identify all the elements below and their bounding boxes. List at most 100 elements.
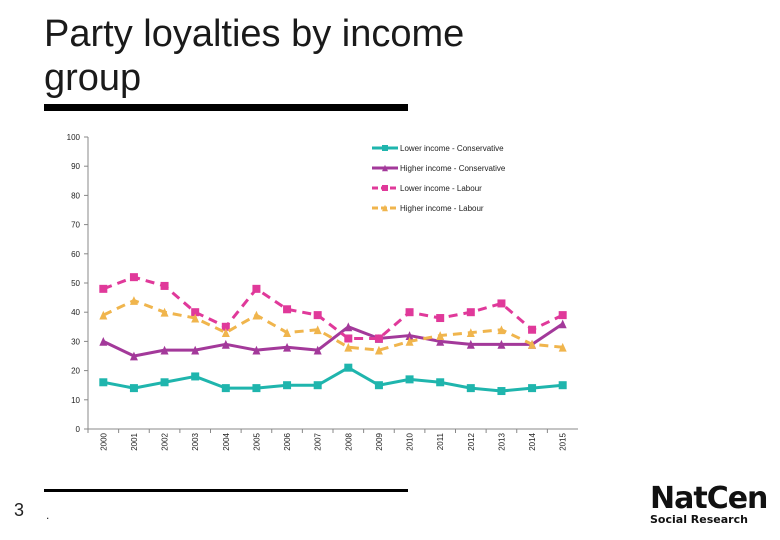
data-point [129,296,138,305]
x-tick-label: 2003 [191,432,200,450]
y-tick-label: 60 [71,250,80,259]
data-point [160,307,169,317]
y-tick-label: 90 [71,162,80,171]
legend-marker [382,185,388,191]
data-point [558,311,567,320]
data-point [129,351,138,361]
data-point [221,339,230,349]
data-point [221,384,230,393]
data-point [252,284,261,293]
y-tick-label: 30 [71,337,80,346]
slide-title: Party loyalties by income group [44,13,465,99]
data-point [497,325,506,335]
natcen-logo: NatCen Social Research [650,481,768,526]
data-point [436,314,445,323]
legend-marker [382,145,388,151]
x-tick-label: 2009 [375,432,384,450]
data-point [283,342,292,352]
chart-axes: 0 10 20 30 40 50 60 70 80 90 100 2000 2001 2002 2003 20… [67,133,578,451]
data-point [466,339,475,349]
legend-label: Lower income - Conservative [400,144,504,153]
y-tick-label: 80 [71,191,80,200]
x-tick-label: 2015 [559,432,568,450]
data-point [558,381,567,390]
data-point [283,305,292,314]
x-tick-label: 2001 [130,432,139,450]
data-point [99,378,108,387]
logo-sub-text: Social Research [650,513,748,526]
data-point [252,310,261,320]
data-point [252,345,261,355]
logo-main-text: NatCen [650,481,768,516]
data-point [129,273,138,282]
data-point [191,308,200,317]
x-tick-label: 2002 [161,432,170,450]
data-point [466,308,475,317]
data-point [160,345,169,355]
data-point [283,328,292,338]
x-tick-label: 2004 [222,432,231,450]
data-point [99,310,108,320]
data-point [99,337,108,346]
legend-marker [382,164,388,172]
data-point [191,372,200,381]
data-point [405,331,414,340]
x-tick-label: 2008 [344,432,353,450]
data-point [374,334,383,343]
legend-label: Lower income - Labour [400,184,482,193]
data-point [558,342,567,352]
data-point [313,381,322,390]
data-point [374,381,383,390]
data-point [466,328,475,338]
y-tick-label: 70 [71,221,80,230]
x-tick-label: 2006 [283,432,292,450]
data-point [528,339,537,349]
data-point [160,281,169,290]
data-point [344,334,353,343]
y-tick-label: 0 [76,425,81,434]
legend-item: Higher income - Labour [372,204,484,213]
data-point [283,381,292,390]
series-line [102,275,564,340]
data-point [497,387,506,396]
legend-item: Higher income - Conservative [372,164,506,173]
data-point [191,313,200,323]
x-tick-label: 2014 [528,432,537,450]
data-point [436,337,445,346]
data-point [528,384,537,393]
series-line [103,366,563,393]
data-point [221,322,230,331]
data-point [436,378,445,387]
data-point [374,345,383,355]
data-point [405,337,414,346]
data-point [436,331,445,340]
footer-rule [44,489,408,492]
data-point [344,363,353,372]
data-point [191,345,200,355]
x-tick-label: 2012 [467,432,476,450]
series-line [102,322,564,358]
series-4 [99,296,567,355]
data-point [405,375,414,384]
chart-series [99,273,567,396]
data-point [313,345,322,355]
data-point [252,384,261,393]
y-tick-label: 10 [71,396,80,405]
x-tick-label: 2000 [99,432,108,450]
data-point [99,284,108,293]
data-point [497,299,506,308]
data-point [528,325,537,334]
data-point [466,384,475,393]
legend-label: Higher income - Conservative [400,164,506,173]
chart-legend: Lower income - Conservative Higher income… [372,144,506,213]
title-underline [44,104,408,111]
data-point [160,378,169,387]
data-point [497,339,506,349]
legend-marker [382,204,388,212]
x-tick-label: 2011 [436,432,445,450]
data-point [558,319,567,329]
data-point [405,308,414,317]
data-point [221,328,230,338]
data-point [344,322,353,332]
